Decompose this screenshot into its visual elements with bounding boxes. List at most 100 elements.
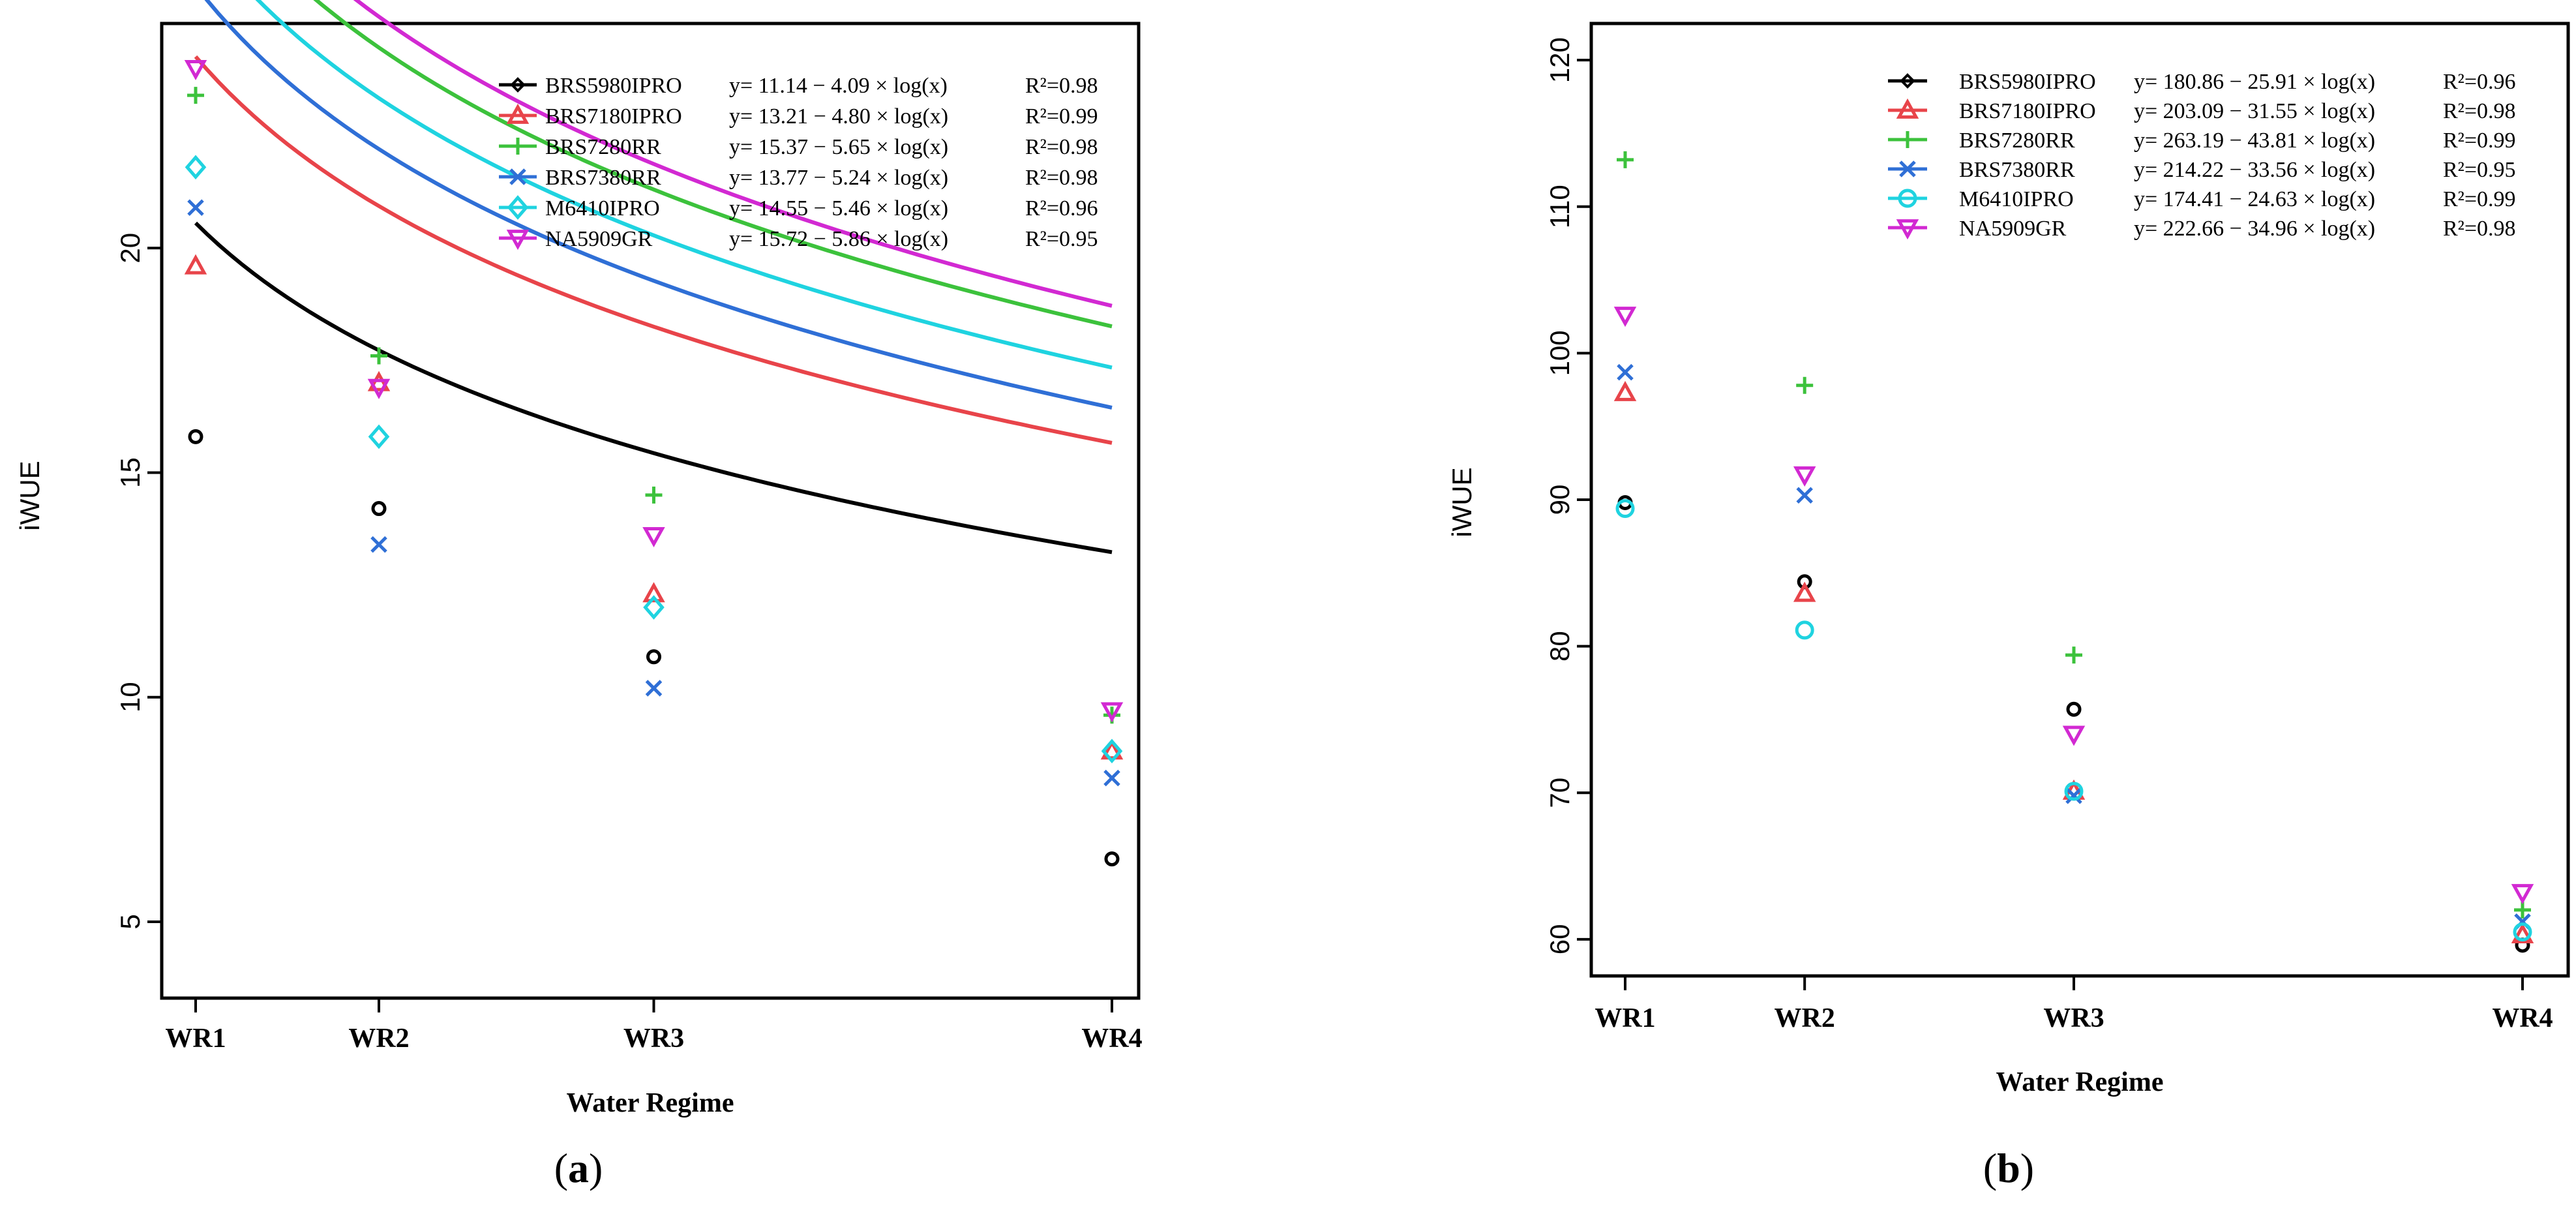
legend-item: BRS7280RR y= 15.37 − 5.65 × log(x) R²=0.98 xyxy=(499,135,1098,159)
legend-equation: y= 11.14 − 4.09 × log(x) xyxy=(729,74,948,98)
panel-label-a: (a) xyxy=(554,1145,603,1191)
x-axis-title: Water Regime xyxy=(567,1088,734,1118)
legend-item: BRS7380RR y= 13.77 − 5.24 × log(x) R²=0.98 xyxy=(499,166,1098,190)
data-point-m6410ipro xyxy=(643,595,665,620)
data-point-brs5980ipro xyxy=(371,501,387,517)
plot-frame xyxy=(160,22,1141,1000)
data-point-na5909gr xyxy=(1613,307,1637,327)
x-axis: WR1 WR2 WR3 WR4 xyxy=(165,998,1143,1054)
legend-marker xyxy=(509,168,526,185)
data-point-na5909gr xyxy=(2511,884,2534,905)
data-point-brs7380rr xyxy=(370,536,387,553)
legend-equation: y= 13.77 − 5.24 × log(x) xyxy=(729,166,948,190)
y-tick-label: 20 xyxy=(115,233,145,264)
data-point-brs7380rr xyxy=(645,680,663,697)
legend-marker xyxy=(509,138,526,155)
legend-equation: y= 14.55 − 5.46 × log(x) xyxy=(729,196,948,220)
legend-series-name: BRS7280RR xyxy=(545,135,661,159)
legend-marker xyxy=(506,230,530,251)
y-tick-label: 100 xyxy=(1544,330,1575,376)
legend-item: M6410IPRO y= 174.41 − 24.63 × log(x) R²=0.… xyxy=(1888,187,2516,211)
data-point-brs7180ipro xyxy=(184,254,207,275)
legend-equation: y= 15.37 − 5.65 × log(x) xyxy=(729,135,948,159)
x-tick-label: WR2 xyxy=(1775,1003,1835,1033)
legend-series-name: BRS7380RR xyxy=(545,166,661,190)
y-axis-title: iWUE xyxy=(14,461,45,530)
data-point-brs7380rr xyxy=(1796,487,1813,504)
data-point-m6410ipro xyxy=(185,155,207,180)
legend-series-name: M6410IPRO xyxy=(1959,187,2074,211)
legend-series-name: M6410IPRO xyxy=(545,196,660,220)
legend-equation: y= 174.41 − 24.63 × log(x) xyxy=(2134,187,2375,211)
legend-equation: y= 263.19 − 43.81 × log(x) xyxy=(2134,129,2375,153)
data-point-na5909gr xyxy=(642,526,665,548)
legend-marker xyxy=(506,103,530,124)
fit-line-brs5980ipro xyxy=(194,221,1113,555)
legend: BRS5980IPRO y= 11.14 − 4.09 × log(x) R²=0.… xyxy=(499,74,1098,251)
data-point-brs7280rr xyxy=(1617,151,1634,168)
data-point-brs5980ipro xyxy=(1104,851,1120,867)
data-point-m6410ipro xyxy=(2064,782,2084,801)
data-point-brs7380rr xyxy=(1103,769,1120,787)
data-point-brs7280rr xyxy=(2514,901,2531,919)
data-point-na5909gr xyxy=(2062,725,2086,746)
data-point-m6410ipro xyxy=(1795,620,1814,640)
legend-item: M6410IPRO y= 14.55 − 5.46 × log(x) R²=0.96 xyxy=(499,195,1098,220)
y-tick-label: 5 xyxy=(115,914,145,929)
data-point-brs7280rr xyxy=(645,486,663,504)
y-tick-label: 80 xyxy=(1544,631,1575,661)
legend-item: BRS7380RR y= 214.22 − 33.56 × log(x) R²=0.… xyxy=(1888,158,2516,182)
legend-equation: y= 214.22 − 33.56 × log(x) xyxy=(2134,158,2375,182)
y-tick-label: 70 xyxy=(1544,778,1575,808)
data-point-na5909gr xyxy=(1100,702,1124,723)
x-tick-label: WR1 xyxy=(165,1024,226,1054)
legend-series-name: NA5909GR xyxy=(1959,217,2067,241)
legend-marker xyxy=(1900,73,1915,89)
legend-item: BRS5980IPRO y= 180.86 − 25.91 × log(x) R²=… xyxy=(1888,70,2516,94)
fit-line-m6410ipro xyxy=(255,0,1113,370)
legend-r2: R²=0.98 xyxy=(2443,217,2516,241)
data-point-brs7180ipro xyxy=(1100,739,1124,760)
legend-r2: R²=0.99 xyxy=(2443,187,2516,211)
legend-series-name: BRS5980IPRO xyxy=(545,74,682,98)
x-axis: WR1 WR2 WR3 WR4 xyxy=(1595,976,2553,1033)
legend-item: BRS7180IPRO y= 203.09 − 31.55 × log(x) R²=… xyxy=(1888,98,2516,123)
legend-series-name: BRS7380RR xyxy=(1959,158,2075,182)
legend-series-name: NA5909GR xyxy=(545,227,653,251)
legend-item: BRS7280RR y= 263.19 − 43.81 × log(x) R²=0.… xyxy=(1888,129,2516,153)
y-tick-label: 90 xyxy=(1544,485,1575,515)
legend-equation: y= 13.21 − 4.80 × log(x) xyxy=(729,104,948,129)
legend-marker xyxy=(1896,219,1919,240)
fit-line-na5909gr xyxy=(353,0,1113,308)
data-point-brs7380rr xyxy=(2065,787,2082,804)
fit-line-brs7180ipro xyxy=(194,55,1113,445)
data-point-m6410ipro xyxy=(2513,922,2532,942)
legend-marker xyxy=(1899,131,1916,148)
data-point-m6410ipro xyxy=(368,424,390,449)
fit-line-brs7280rr xyxy=(313,0,1113,329)
legend-item: NA5909GR y= 222.66 − 34.96 × log(x) R²=0.9… xyxy=(1888,217,2516,241)
data-point-brs7180ipro xyxy=(1793,581,1816,602)
data-point-na5909gr xyxy=(1793,466,1816,487)
data-points xyxy=(1613,151,2534,953)
legend-r2: R²=0.98 xyxy=(1025,166,1098,190)
legend-r2: R²=0.99 xyxy=(2443,129,2516,153)
y-tick-label: 110 xyxy=(1544,185,1575,228)
legend-r2: R²=0.98 xyxy=(2443,99,2516,123)
legend-r2: R²=0.98 xyxy=(1025,74,1098,98)
legend-item: NA5909GR y= 15.72 − 5.86 × log(x) R²=0.95 xyxy=(499,227,1098,251)
panel-label-b: (b) xyxy=(1983,1145,2034,1191)
legend-equation: y= 180.86 − 25.91 × log(x) xyxy=(2134,70,2375,94)
fit-line-brs7380rr xyxy=(204,0,1113,410)
data-point-brs5980ipro xyxy=(646,649,661,665)
y-axis: 60 70 80 90 100 110 120 xyxy=(1544,37,1591,954)
data-point-brs7280rr xyxy=(2065,646,2082,664)
data-point-brs5980ipro xyxy=(188,429,203,444)
y-tick-label: 15 xyxy=(115,457,145,488)
x-tick-label: WR1 xyxy=(1595,1003,1655,1033)
data-points xyxy=(184,59,1124,867)
x-tick-label: WR3 xyxy=(623,1024,684,1054)
panel-a: 5 10 15 20 WR1 WR2 WR3 WR4 Water Regime iWUE BRS59… xyxy=(14,0,1143,1118)
legend-marker xyxy=(510,77,526,93)
